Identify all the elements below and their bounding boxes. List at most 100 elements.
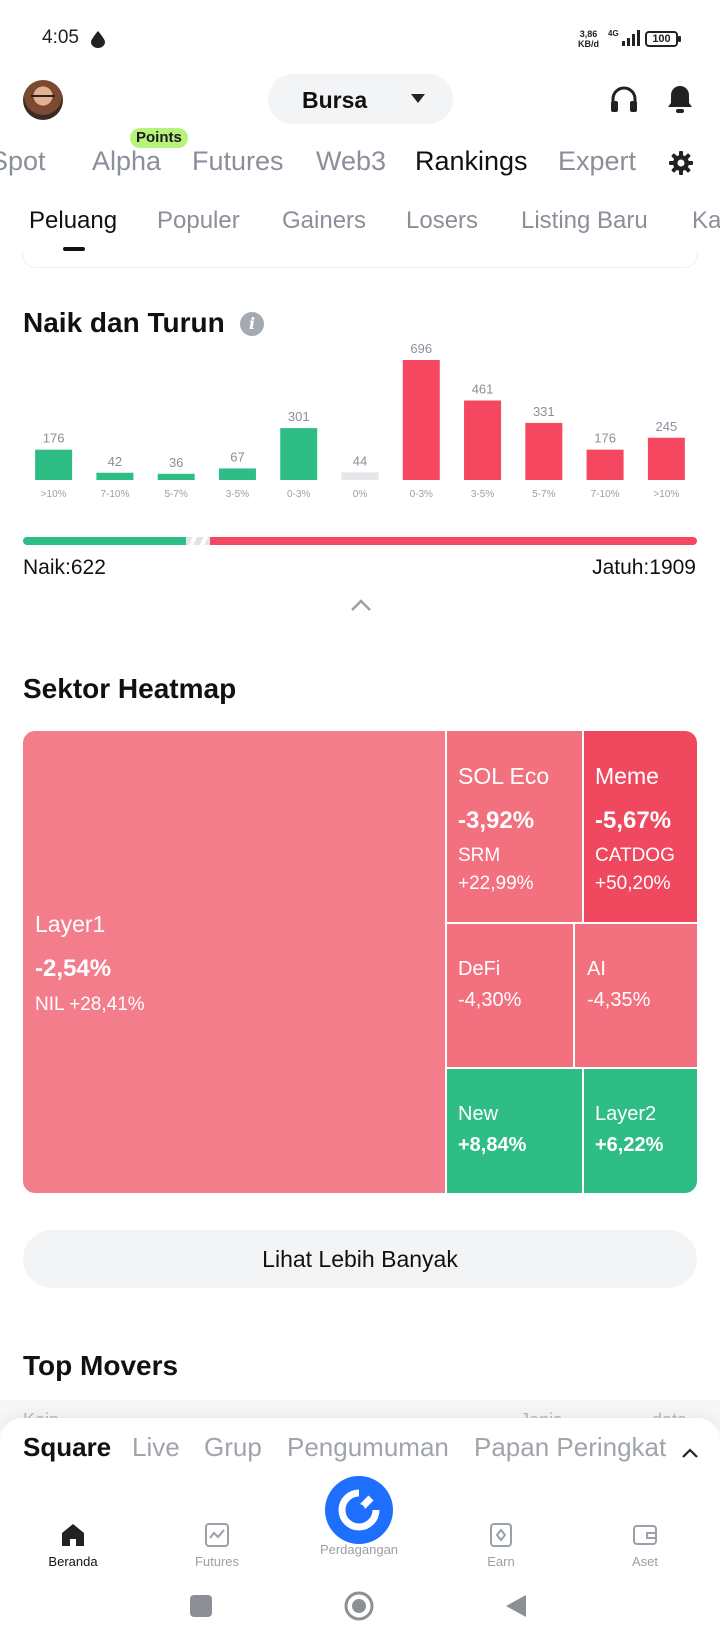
bar-value-label-4: 301 bbox=[288, 409, 310, 424]
points-badge: Points bbox=[130, 128, 188, 148]
bar-category-label-5: 0% bbox=[353, 489, 368, 500]
heatmap-cell-meme[interactable]: Meme -5,67% CATDOG +50,20% bbox=[584, 731, 697, 922]
nav-trade[interactable]: Perdagangan bbox=[299, 1542, 419, 1557]
nav-futures[interactable]: Futures bbox=[157, 1522, 277, 1569]
sector-change: -4,35% bbox=[587, 989, 651, 1011]
feed-tabs: Square Live Grup Pengumuman Papan Pering… bbox=[0, 1432, 680, 1472]
bar-1 bbox=[96, 472, 134, 480]
tab-rankings[interactable]: Rankings bbox=[415, 146, 528, 176]
bar-2 bbox=[157, 473, 195, 480]
chevron-up-icon[interactable] bbox=[682, 1448, 698, 1458]
nav-earn-label: Earn bbox=[487, 1554, 515, 1569]
top-movers-title: Top Movers bbox=[23, 1350, 179, 1381]
exchange-selector[interactable]: Bursa bbox=[268, 74, 453, 124]
heatmap-cell-defi[interactable]: DeFi -4,30% bbox=[447, 924, 573, 1067]
feed-tab-square[interactable]: Square bbox=[23, 1432, 112, 1462]
rise-count: Naik:622 bbox=[23, 556, 106, 579]
svg-text:4G: 4G bbox=[608, 29, 619, 38]
bar-category-label-9: 7-10% bbox=[591, 489, 620, 500]
bar-value-label-8: 331 bbox=[533, 404, 555, 419]
feed-tab-pengumuman[interactable]: Pengumuman bbox=[287, 1432, 449, 1462]
bar-5 bbox=[341, 472, 379, 480]
recents-button[interactable] bbox=[190, 1595, 212, 1617]
category-tabs: Spot Alpha Futures Web3 Rankings Expert bbox=[0, 140, 720, 190]
sector-change: +8,84% bbox=[458, 1134, 527, 1156]
nav-assets-label: Aset bbox=[631, 1554, 658, 1569]
subtab-listing-baru[interactable]: Listing Baru bbox=[521, 207, 648, 234]
top-coin-change: +50,20% bbox=[595, 873, 671, 894]
see-more-button[interactable]: Lihat Lebih Banyak bbox=[23, 1230, 697, 1288]
tab-futures[interactable]: Futures bbox=[192, 146, 284, 176]
bar-category-label-1: 7-10% bbox=[100, 489, 129, 500]
status-bar: 4:05 3,86 KB/d 4G 100 bbox=[0, 0, 720, 78]
feed-tab-papan-peringkat[interactable]: Papan Peringkat bbox=[474, 1432, 667, 1462]
bar-6 bbox=[402, 360, 440, 480]
bar-value-label-6: 696 bbox=[410, 341, 432, 356]
subtab-peluang[interactable]: Peluang bbox=[29, 207, 118, 234]
feed-tab-grup[interactable]: Grup bbox=[204, 1432, 262, 1462]
bar-10 bbox=[647, 437, 685, 480]
bar-value-label-9: 176 bbox=[594, 431, 616, 446]
sector-change: -4,30% bbox=[458, 989, 522, 1011]
trade-button[interactable] bbox=[325, 1476, 393, 1544]
subtab-populer[interactable]: Populer bbox=[157, 207, 240, 234]
nav-home-label: Beranda bbox=[48, 1554, 98, 1569]
card-edge bbox=[22, 252, 698, 268]
home-button[interactable] bbox=[344, 1591, 374, 1621]
subtab-gainers[interactable]: Gainers bbox=[282, 207, 367, 234]
bar-category-label-3: 3-5% bbox=[226, 489, 249, 500]
futures-chart-icon bbox=[205, 1523, 229, 1547]
heatmap-cell-layer2[interactable]: Layer2 +6,22% bbox=[584, 1069, 697, 1193]
bar-9 bbox=[586, 449, 624, 480]
exchange-label: Bursa bbox=[302, 87, 368, 113]
heatmap-cell-sol-eco[interactable]: SOL Eco -3,92% SRM +22,99% bbox=[447, 731, 582, 922]
bar-category-label-4: 0-3% bbox=[287, 489, 310, 500]
back-button[interactable] bbox=[506, 1595, 526, 1617]
bar-value-label-3: 67 bbox=[230, 449, 244, 464]
sector-name: Meme bbox=[595, 763, 659, 789]
tab-spot[interactable]: Spot bbox=[0, 146, 46, 176]
info-icon[interactable]: i bbox=[240, 312, 264, 336]
bar-0 bbox=[35, 449, 73, 480]
sector-name: Layer2 bbox=[595, 1103, 657, 1125]
wallet-icon bbox=[633, 1525, 657, 1545]
updown-bar-chart: 176 >10% 42 7-10% 36 5-7% 67 3-5% 301 0-3% 44 0% 696… bbox=[35, 341, 685, 500]
bar-4 bbox=[280, 428, 318, 480]
updown-title: Naik dan Turun bbox=[23, 307, 225, 338]
bar-value-label-10: 245 bbox=[656, 419, 678, 434]
trade-icon bbox=[338, 1489, 380, 1531]
system-navigation-bar bbox=[190, 1591, 526, 1621]
signal-icon: 4G bbox=[608, 29, 640, 46]
nav-assets[interactable]: Aset bbox=[585, 1522, 705, 1569]
avatar[interactable] bbox=[23, 80, 63, 120]
sector-change: -3,92% bbox=[458, 807, 535, 834]
top-coin-name: SRM bbox=[458, 845, 501, 866]
bar-value-label-2: 36 bbox=[169, 455, 183, 470]
fall-count: Jatuh:1909 bbox=[592, 556, 696, 579]
sector-heatmap: Layer1 -2,54% NIL +28,41% SOL Eco -3,92%… bbox=[23, 731, 697, 1193]
subtab-losers[interactable]: Losers bbox=[406, 207, 479, 234]
feed-tab-live[interactable]: Live bbox=[132, 1432, 180, 1462]
heatmap-cell-new[interactable]: New +8,84% bbox=[447, 1069, 582, 1193]
sector-name: AI bbox=[587, 958, 606, 980]
tab-web3[interactable]: Web3 bbox=[316, 146, 387, 176]
tab-alpha[interactable]: Alpha bbox=[92, 146, 162, 176]
bell-icon[interactable] bbox=[666, 84, 694, 114]
headset-icon[interactable] bbox=[610, 86, 638, 114]
nav-home[interactable]: Beranda bbox=[13, 1522, 133, 1569]
heatmap-title: Sektor Heatmap bbox=[23, 673, 237, 704]
fall-progress-bar bbox=[209, 537, 697, 545]
home-icon bbox=[62, 1524, 84, 1546]
bar-category-label-10: >10% bbox=[653, 489, 679, 500]
heatmap-cell-ai[interactable]: AI -4,35% bbox=[575, 924, 697, 1067]
bar-value-label-0: 176 bbox=[43, 431, 65, 446]
gear-icon[interactable] bbox=[668, 150, 694, 176]
ranking-subtabs: Peluang Populer Gainers Losers Listing B… bbox=[0, 203, 720, 253]
chevron-up-icon[interactable] bbox=[350, 598, 372, 612]
subtab-more[interactable]: Ka bbox=[692, 207, 720, 234]
sector-change: -2,54% bbox=[35, 955, 112, 982]
heatmap-cell-layer1[interactable]: Layer1 -2,54% NIL +28,41% bbox=[23, 731, 445, 1193]
status-time: 4:05 bbox=[42, 27, 79, 48]
nav-earn[interactable]: Earn bbox=[441, 1522, 561, 1569]
tab-expert[interactable]: Expert bbox=[558, 146, 637, 176]
